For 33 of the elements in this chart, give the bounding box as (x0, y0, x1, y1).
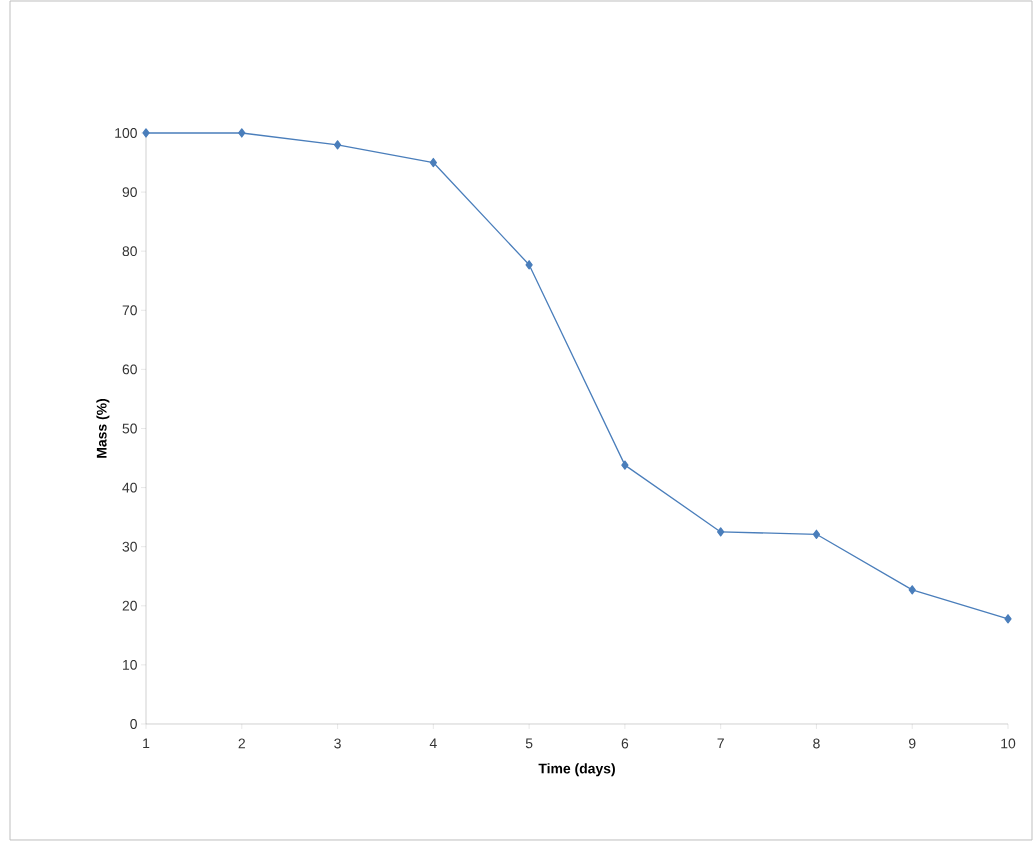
point (812, 529, 821, 539)
y-tick-label: 10 (123, 659, 137, 670)
y-tick-label: 30 (122, 541, 137, 552)
y-tick-label: 40 (122, 482, 137, 493)
point (429, 157, 437, 168)
x-tick-label: 6 (621, 738, 629, 749)
point (717, 527, 725, 537)
x-axis-title: Time (days) (538, 763, 615, 777)
y-tick-label: 80 (122, 246, 137, 257)
y-tick-label: 100 (115, 128, 137, 138)
point (908, 585, 916, 595)
x-tick-label: 4 (429, 738, 437, 749)
y-tick-label: 50 (122, 423, 137, 434)
point (333, 140, 342, 150)
x-tick-label: 1 (143, 738, 150, 749)
x-tick-label: 2 (238, 738, 245, 749)
y-tick-label: 20 (122, 600, 137, 611)
y-axis-title: Mass (%) (96, 398, 110, 458)
x-tick-label: 7 (717, 738, 724, 749)
point (525, 260, 533, 270)
y-tick-label: 70 (122, 305, 137, 316)
y-tick-label: 90 (122, 187, 137, 198)
y-tick-label: 60 (122, 364, 137, 375)
x-tick-label: 10 (1001, 738, 1016, 749)
x-tick-label: 9 (909, 738, 916, 749)
y-tick-label: 0 (130, 719, 137, 729)
point (238, 128, 246, 138)
x-tick-label: 3 (334, 738, 341, 749)
x-tick-label: 5 (525, 738, 533, 749)
point (621, 460, 629, 470)
point (1004, 614, 1012, 624)
point (142, 128, 150, 138)
x-tick-label: 8 (813, 738, 820, 749)
